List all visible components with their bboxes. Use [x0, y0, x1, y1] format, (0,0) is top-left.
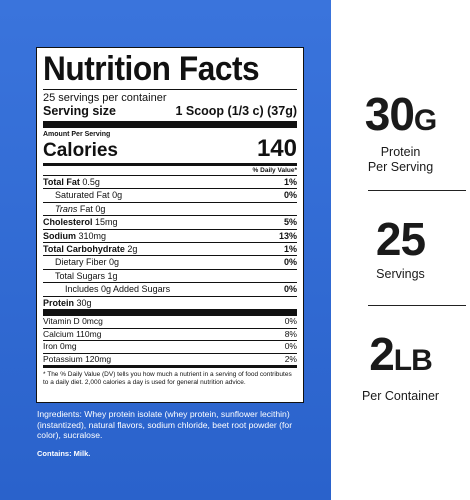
- stat-divider: [368, 305, 466, 306]
- serving-size-value: 1 Scoop (1/3 c) (37g): [175, 104, 297, 118]
- nutrition-facts-label: Nutrition Facts 25 servings per containe…: [36, 47, 304, 403]
- amount-per-serving: Amount Per Serving: [43, 131, 111, 138]
- calories-row: Calories 140: [43, 135, 297, 162]
- servings-value: 25: [375, 213, 426, 265]
- daily-value-header: % Daily Value*: [252, 167, 297, 174]
- stat-divider: [368, 190, 466, 191]
- weight-label: Per Container: [361, 389, 440, 403]
- serving-size-label: Serving size: [43, 104, 116, 118]
- calories-label: Calories: [43, 140, 118, 161]
- nutrient-row: Protein 30g: [43, 295, 297, 309]
- vitamin-row: Iron 0mg 0%: [43, 340, 297, 352]
- servings-stat: 25 Servings: [331, 215, 470, 282]
- daily-value-footnote: * The % Daily Value (DV) tells you how m…: [43, 371, 292, 387]
- nutrient-row: Includes 0g Added Sugars 0%: [43, 282, 297, 295]
- nutrient-row: Total Fat 0.5g 1%: [43, 175, 297, 187]
- protein-value: 30: [364, 88, 415, 140]
- servings-per-container: 25 servings per container: [43, 92, 167, 104]
- vitamin-row: Vitamin D 0mcg 0%: [43, 316, 297, 327]
- nutrient-row: Saturated Fat 0g 0%: [43, 188, 297, 201]
- protein-unit: G: [413, 104, 437, 137]
- stats-panel: [331, 0, 470, 500]
- serving-size-row: Serving size 1 Scoop (1/3 c) (37g): [43, 104, 297, 119]
- nutrient-row: Total Carbohydrate 2g 1%: [43, 242, 297, 255]
- nutrient-row: Cholesterol 15mg 5%: [43, 215, 297, 228]
- vitamin-row: Calcium 110mg 8%: [43, 327, 297, 339]
- nutrient-row: Trans Fat 0g: [43, 201, 297, 215]
- nutrient-row: Sodium 310mg 13%: [43, 228, 297, 241]
- weight-value: 2: [369, 328, 395, 380]
- weight-unit: LB: [393, 344, 433, 377]
- nutrient-row: Dietary Fiber 0g 0%: [43, 255, 297, 268]
- nutrition-facts-title: Nutrition Facts: [43, 50, 260, 88]
- protein-label-line1: Protein: [380, 145, 421, 159]
- allergen-statement: Contains: Milk.: [37, 449, 91, 458]
- servings-label: Servings: [376, 267, 425, 281]
- protein-label-line2: Per Serving: [367, 160, 434, 174]
- ingredients-text: Ingredients: Whey protein isolate (whey …: [37, 409, 293, 440]
- protein-stat: 30G Protein Per Serving: [331, 90, 470, 175]
- vitamin-row: Potassium 120mg 2%: [43, 352, 297, 364]
- weight-stat: 2LB Per Container: [331, 330, 470, 404]
- nutrient-row: Total Sugars 1g: [43, 268, 297, 282]
- calories-value: 140: [256, 135, 297, 162]
